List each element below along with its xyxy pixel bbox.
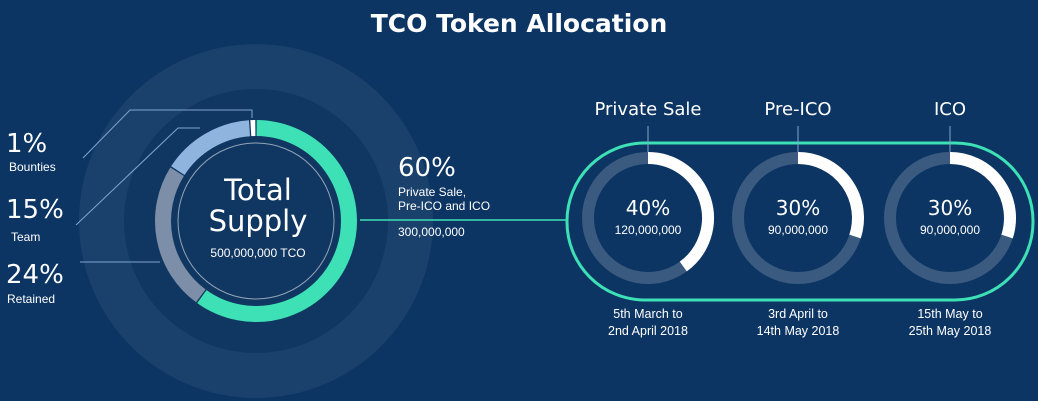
chart-title: TCO Token Allocation <box>371 9 668 38</box>
leader-line-bounties <box>82 109 253 159</box>
slice-label-bounties: Bounties <box>9 160 56 174</box>
slice-pct-team: 15% <box>6 195 64 225</box>
phase-capsule <box>565 141 1035 302</box>
phase-title-ico: ICO <box>934 99 966 120</box>
ring-pct-pre-ico: 30% <box>776 196 820 220</box>
donut-slice-team <box>171 120 251 176</box>
ring-arc-ico <box>949 152 1016 239</box>
date-line1-pre-ico: 3rd April to <box>768 307 828 321</box>
donut-slice-private-sale-pre-ico-and-ico <box>197 120 357 322</box>
ring-amount-pre-ico: 90,000,000 <box>768 223 828 237</box>
center-label-line1: Total <box>223 173 292 207</box>
phase-pre-ico: Pre-ICO 30% 90,000,000 3rd April to 14th… <box>732 99 864 338</box>
callout-line1: Private Sale, <box>398 185 466 199</box>
ring-pct-ico: 30% <box>928 196 972 220</box>
center-ring-outline <box>177 142 335 300</box>
date-line1-private-sale: 5th March to <box>613 307 683 321</box>
callout-line2: Pre-ICO and ICO <box>398 199 490 213</box>
date-line2-private-sale: 2nd April 2018 <box>608 324 688 338</box>
phase-ico: ICO 30% 90,000,000 15th May to 25th May … <box>884 99 1016 338</box>
date-line2-pre-ico: 14th May 2018 <box>757 324 840 338</box>
ring-amount-private-sale: 120,000,000 <box>615 223 682 237</box>
phase-title-pre-ico: Pre-ICO <box>764 99 831 120</box>
ring-arc-pre-ico <box>797 152 864 239</box>
slice-pct-retained: 24% <box>6 260 64 290</box>
callout-amount: 300,000,000 <box>398 225 465 239</box>
phase-title-private-sale: Private Sale <box>594 99 701 120</box>
ring-arc-private-sale <box>647 152 714 272</box>
slice-label-team: Team <box>11 230 40 244</box>
donut-slice-retained <box>155 167 206 303</box>
main-donut <box>155 120 357 322</box>
center-amount: 500,000,000 TCO <box>210 246 305 260</box>
phase-private-sale: Private Sale 40% 120,000,000 5th March t… <box>582 99 714 338</box>
ring-pct-private-sale: 40% <box>626 196 670 220</box>
center-label-line2: Supply <box>209 204 308 238</box>
leader-line-team <box>75 127 200 226</box>
callout-pct: 60% <box>398 153 456 183</box>
date-line1-ico: 15th May to <box>917 307 982 321</box>
ring-amount-ico: 90,000,000 <box>920 223 980 237</box>
date-line2-ico: 25th May 2018 <box>909 324 992 338</box>
slice-pct-bounties: 1% <box>6 129 47 159</box>
slice-label-retained: Retained <box>7 292 55 306</box>
